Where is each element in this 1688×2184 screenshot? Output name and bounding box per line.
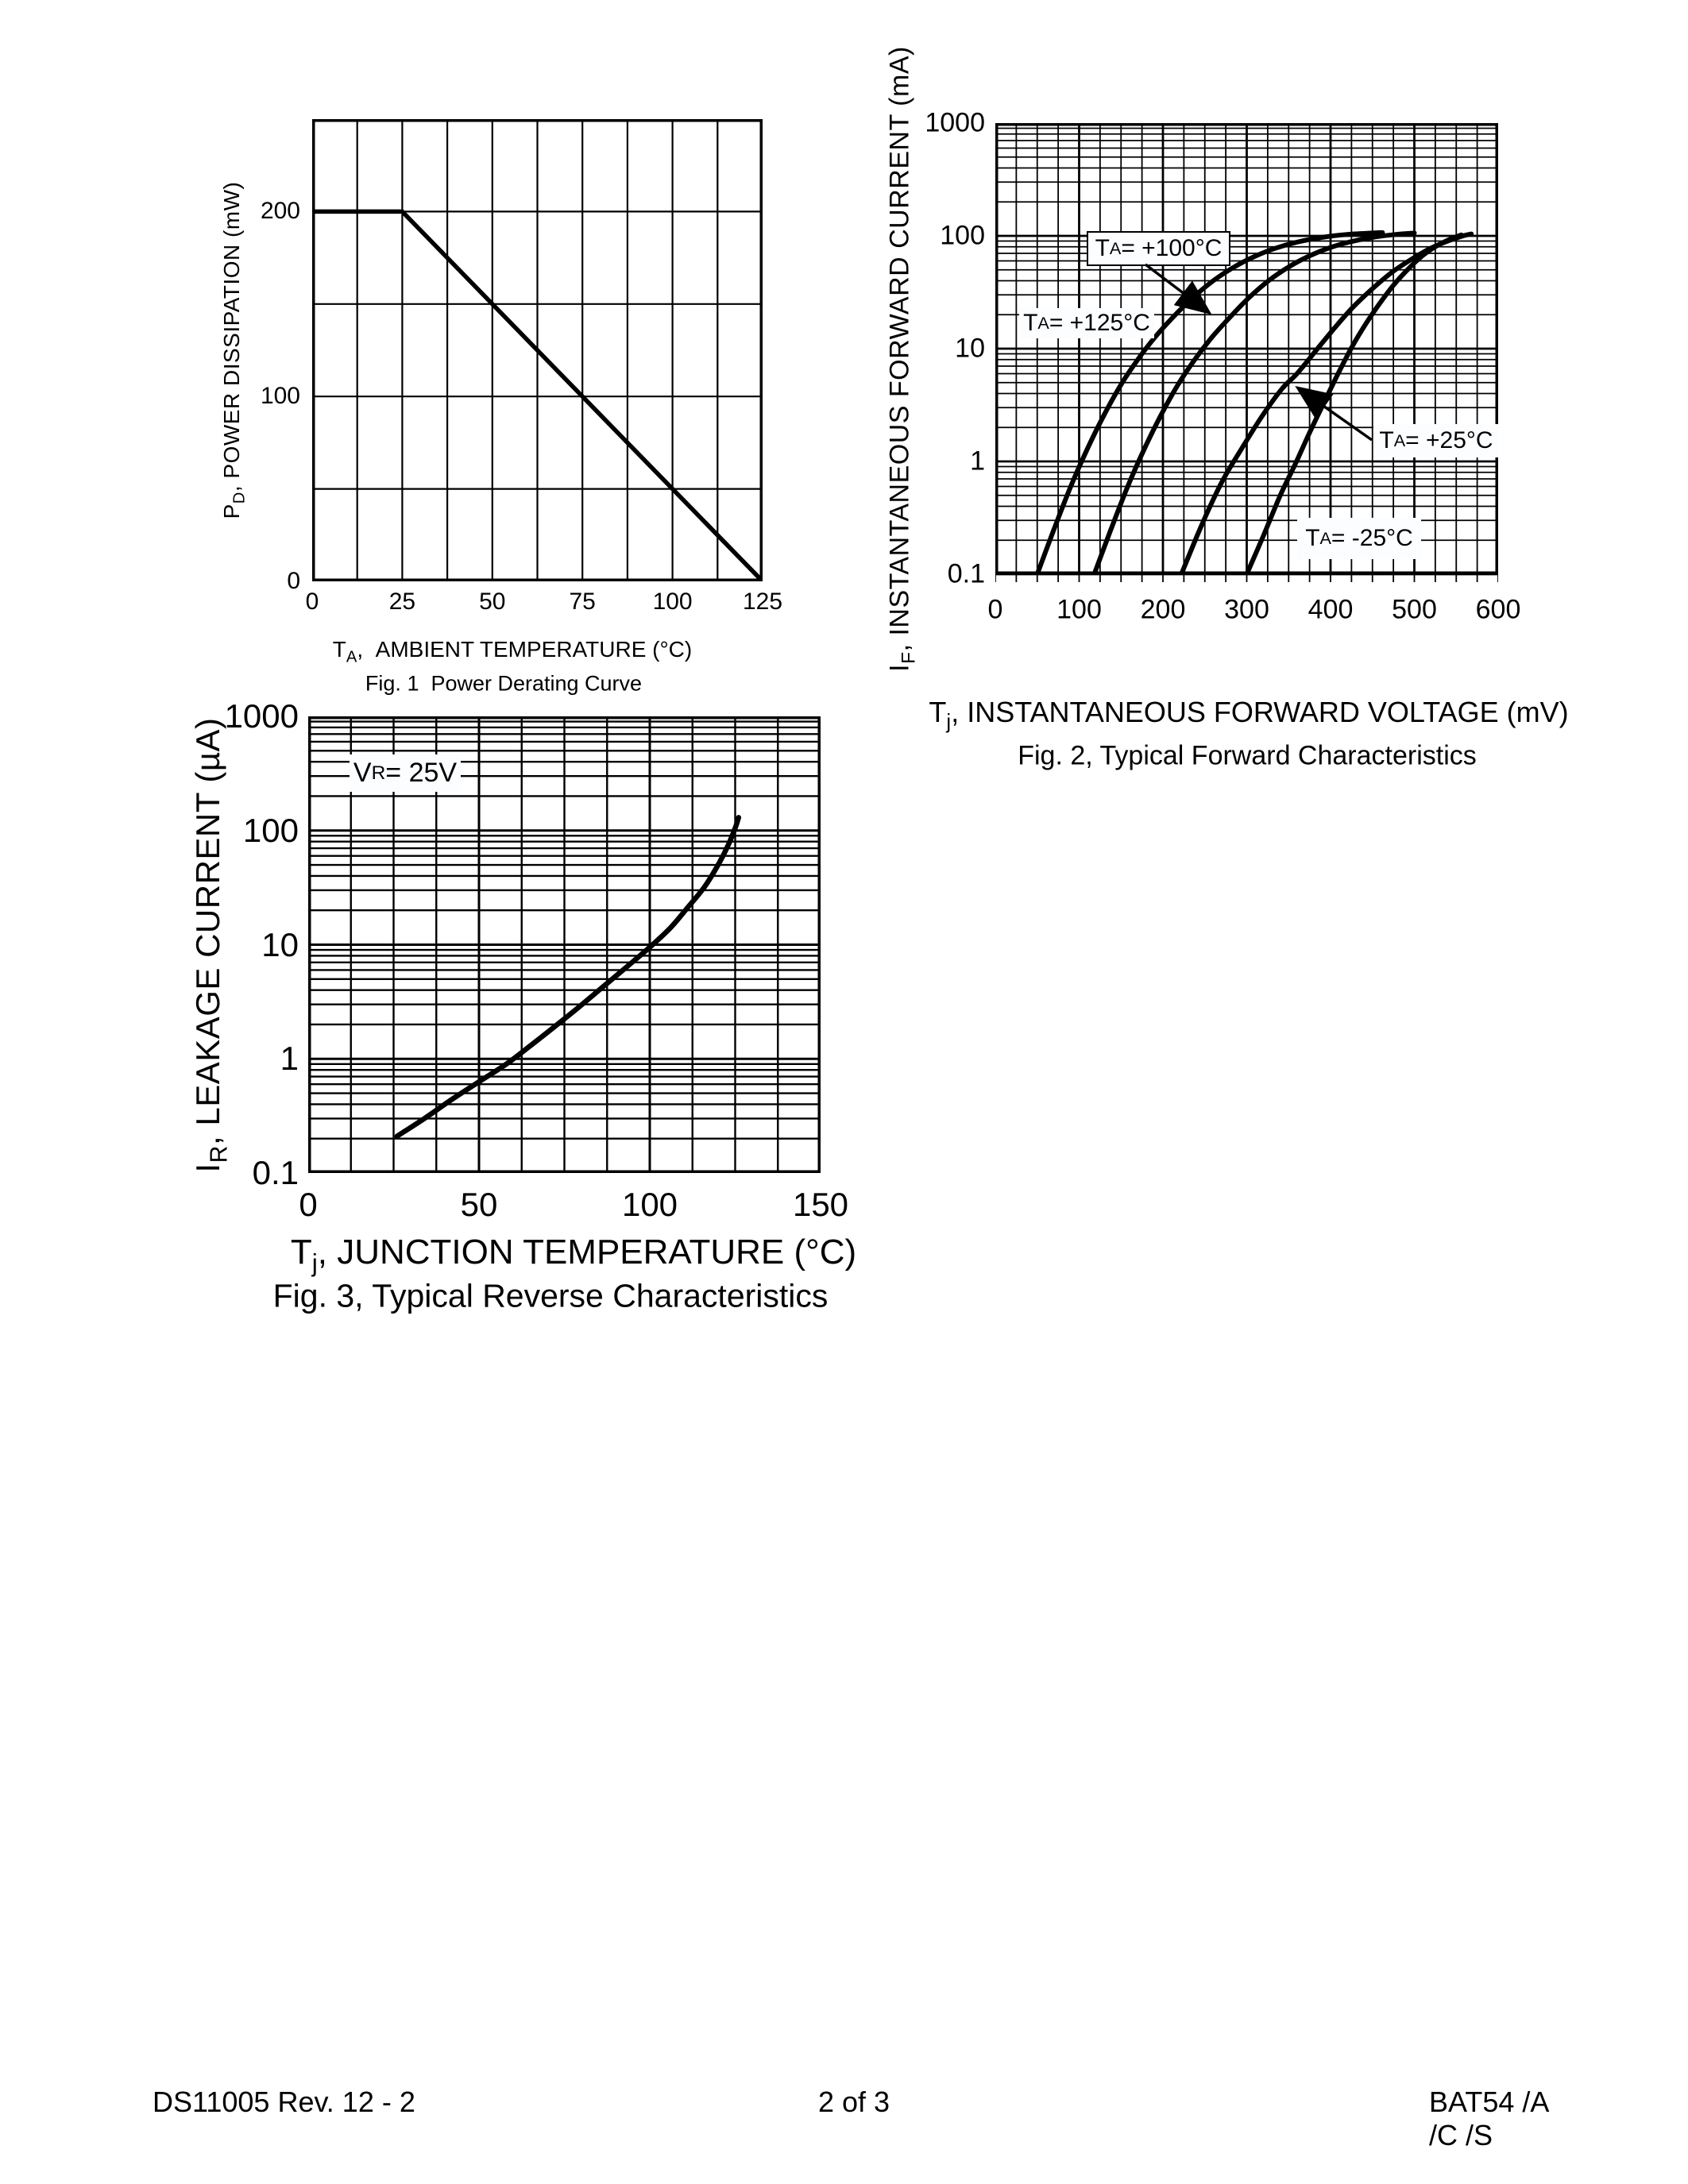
fig2-x-tick-label: 600 [1475, 594, 1521, 625]
fig1-plot [312, 119, 763, 581]
fig3-caption: Fig. 3, Typical Reverse Characteristics [272, 1277, 829, 1314]
footer-page-number: 2 of 3 [817, 2086, 890, 2118]
fig2-curve-TA=-25C [1244, 232, 1464, 574]
fig3-y-tick-label: 1 [280, 1040, 299, 1078]
fig2-x-tick-label: 200 [1140, 594, 1186, 625]
fig1-y-tick-label: 0 [287, 568, 300, 594]
fig2-y-tick-label: 100 [940, 220, 985, 251]
fig2-x-tick-label: 0 [987, 594, 1003, 625]
fig2-x-tick-label: 400 [1308, 594, 1354, 625]
fig1-x-axis-label: TA, AMBIENT TEMPERATURE (°C) [332, 637, 693, 666]
fig2-y-tick-label: 0.1 [947, 558, 985, 589]
fig2-y-tick-label: 10 [955, 333, 985, 364]
fig3-x-tick-label: 150 [792, 1186, 849, 1223]
fig2-x-tick-label: 500 [1392, 594, 1437, 625]
fig1-x-tick-label: 125 [742, 588, 783, 615]
fig1-caption: Fig. 1 Power Derating Curve [365, 671, 643, 696]
fig3-curve-leakage-vs-temp [394, 815, 742, 1139]
fig1-x-tick-label: 0 [305, 588, 319, 615]
fig3-x-axis-label: Tj, JUNCTION TEMPERATURE (°C) [290, 1233, 857, 1277]
fig1-x-tick-label: 100 [652, 588, 693, 615]
fig2-y-tick-label: 1000 [925, 107, 985, 138]
fig3-y-tick-label: 1000 [224, 697, 299, 735]
fig2-plot [995, 123, 1498, 582]
fig2-curve-TA=+100C [1091, 230, 1417, 574]
fig1-x-tick-label: 50 [479, 588, 506, 615]
fig2-x-axis-label: Tj, INSTANTANEOUS FORWARD VOLTAGE (mV) [929, 696, 1569, 734]
fig3-y-tick-label: 10 [261, 925, 299, 963]
fig2-x-tick-label: 100 [1056, 594, 1102, 625]
fig1-y-axis-label: PD, POWER DISSIPATION (mW) [219, 181, 249, 519]
fig1-x-tick-label: 25 [388, 588, 416, 615]
fig3-y-tick-label: 100 [242, 811, 299, 849]
fig3-x-tick-label: 100 [621, 1186, 678, 1223]
fig2-x-tick-label: 300 [1224, 594, 1269, 625]
fig2-caption: Fig. 2, Typical Forward Characteristics [1018, 740, 1477, 771]
fig3-plot [308, 716, 821, 1173]
footer-doc-number: DS11005 Rev. 12 - 2 [153, 2086, 415, 2118]
fig3-x-tick-label: 0 [299, 1186, 318, 1223]
fig1-curve-power-derating [312, 209, 763, 581]
fig1-y-tick-label: 100 [260, 383, 300, 410]
fig3-y-tick-label: 0.1 [252, 1154, 299, 1191]
fig2-y-tick-label: 1 [970, 446, 985, 477]
fig3-x-tick-label: 50 [460, 1186, 498, 1223]
footer-part-number: BAT54 /A /C /S [1429, 2086, 1548, 2151]
fig1-y-tick-label: 200 [260, 198, 300, 225]
fig1-x-tick-label: 75 [569, 588, 596, 615]
